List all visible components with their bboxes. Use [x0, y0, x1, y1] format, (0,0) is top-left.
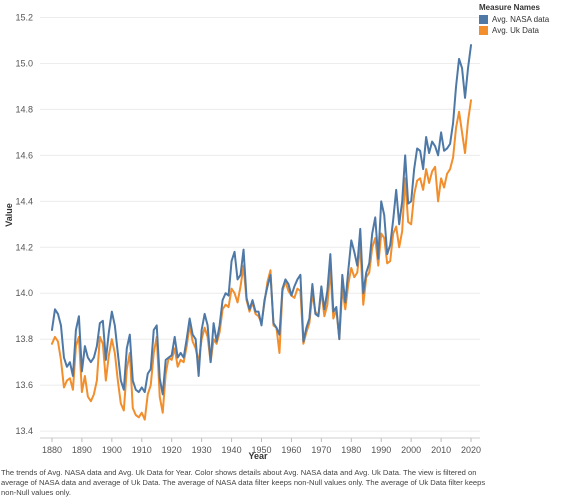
series-line-uk[interactable]: [52, 100, 471, 419]
x-tick-label: 1880: [42, 445, 62, 455]
y-axis-title: Value: [4, 203, 14, 227]
x-tick-label: 2010: [431, 445, 451, 455]
y-tick-label: 13.4: [15, 426, 33, 436]
y-tick-label: 14.0: [15, 288, 33, 298]
x-tick-label: 1990: [371, 445, 391, 455]
y-tick-label: 13.6: [15, 380, 33, 390]
legend-swatch-nasa: [479, 15, 488, 24]
y-tick-label: 15.2: [15, 12, 33, 22]
legend-label-nasa: Avg. NASA data: [492, 15, 549, 24]
legend-item-nasa[interactable]: Avg. NASA data: [479, 15, 549, 24]
chart-legend: Measure Names Avg. NASA data Avg. Uk Dat…: [479, 3, 549, 37]
x-tick-label: 1980: [341, 445, 361, 455]
chart-caption: The trends of Avg. NASA data and Avg. Uk…: [1, 468, 491, 498]
x-tick-label: 2000: [401, 445, 421, 455]
x-tick-label: 1940: [222, 445, 242, 455]
y-tick-label: 14.8: [15, 104, 33, 114]
legend-swatch-uk: [479, 26, 488, 35]
chart-series: [52, 45, 471, 420]
x-tick-label: 1920: [162, 445, 182, 455]
y-tick-label: 15.0: [15, 58, 33, 68]
legend-title: Measure Names: [479, 3, 549, 12]
y-tick-label: 14.4: [15, 196, 33, 206]
x-tick-label: 1890: [72, 445, 92, 455]
x-tick-label: 1930: [192, 445, 212, 455]
chart-axes: 13.4 13.6 13.8 14.0 14.2 14.4 14.6 14.8 15.0 15.2…: [15, 12, 481, 455]
legend-item-uk[interactable]: Avg. Uk Data: [479, 26, 549, 35]
y-tick-label: 14.6: [15, 150, 33, 160]
y-tick-label: 14.2: [15, 242, 33, 252]
x-tick-label: 1910: [132, 445, 152, 455]
x-tick-label: 1900: [102, 445, 122, 455]
x-tick-label: 1960: [281, 445, 301, 455]
chart-gridlines: [40, 17, 480, 431]
x-tick-label: 2020: [461, 445, 481, 455]
x-tick-label: 1970: [311, 445, 331, 455]
x-axis-title: Year: [248, 451, 268, 461]
legend-label-uk: Avg. Uk Data: [492, 26, 539, 35]
y-tick-label: 13.8: [15, 334, 33, 344]
